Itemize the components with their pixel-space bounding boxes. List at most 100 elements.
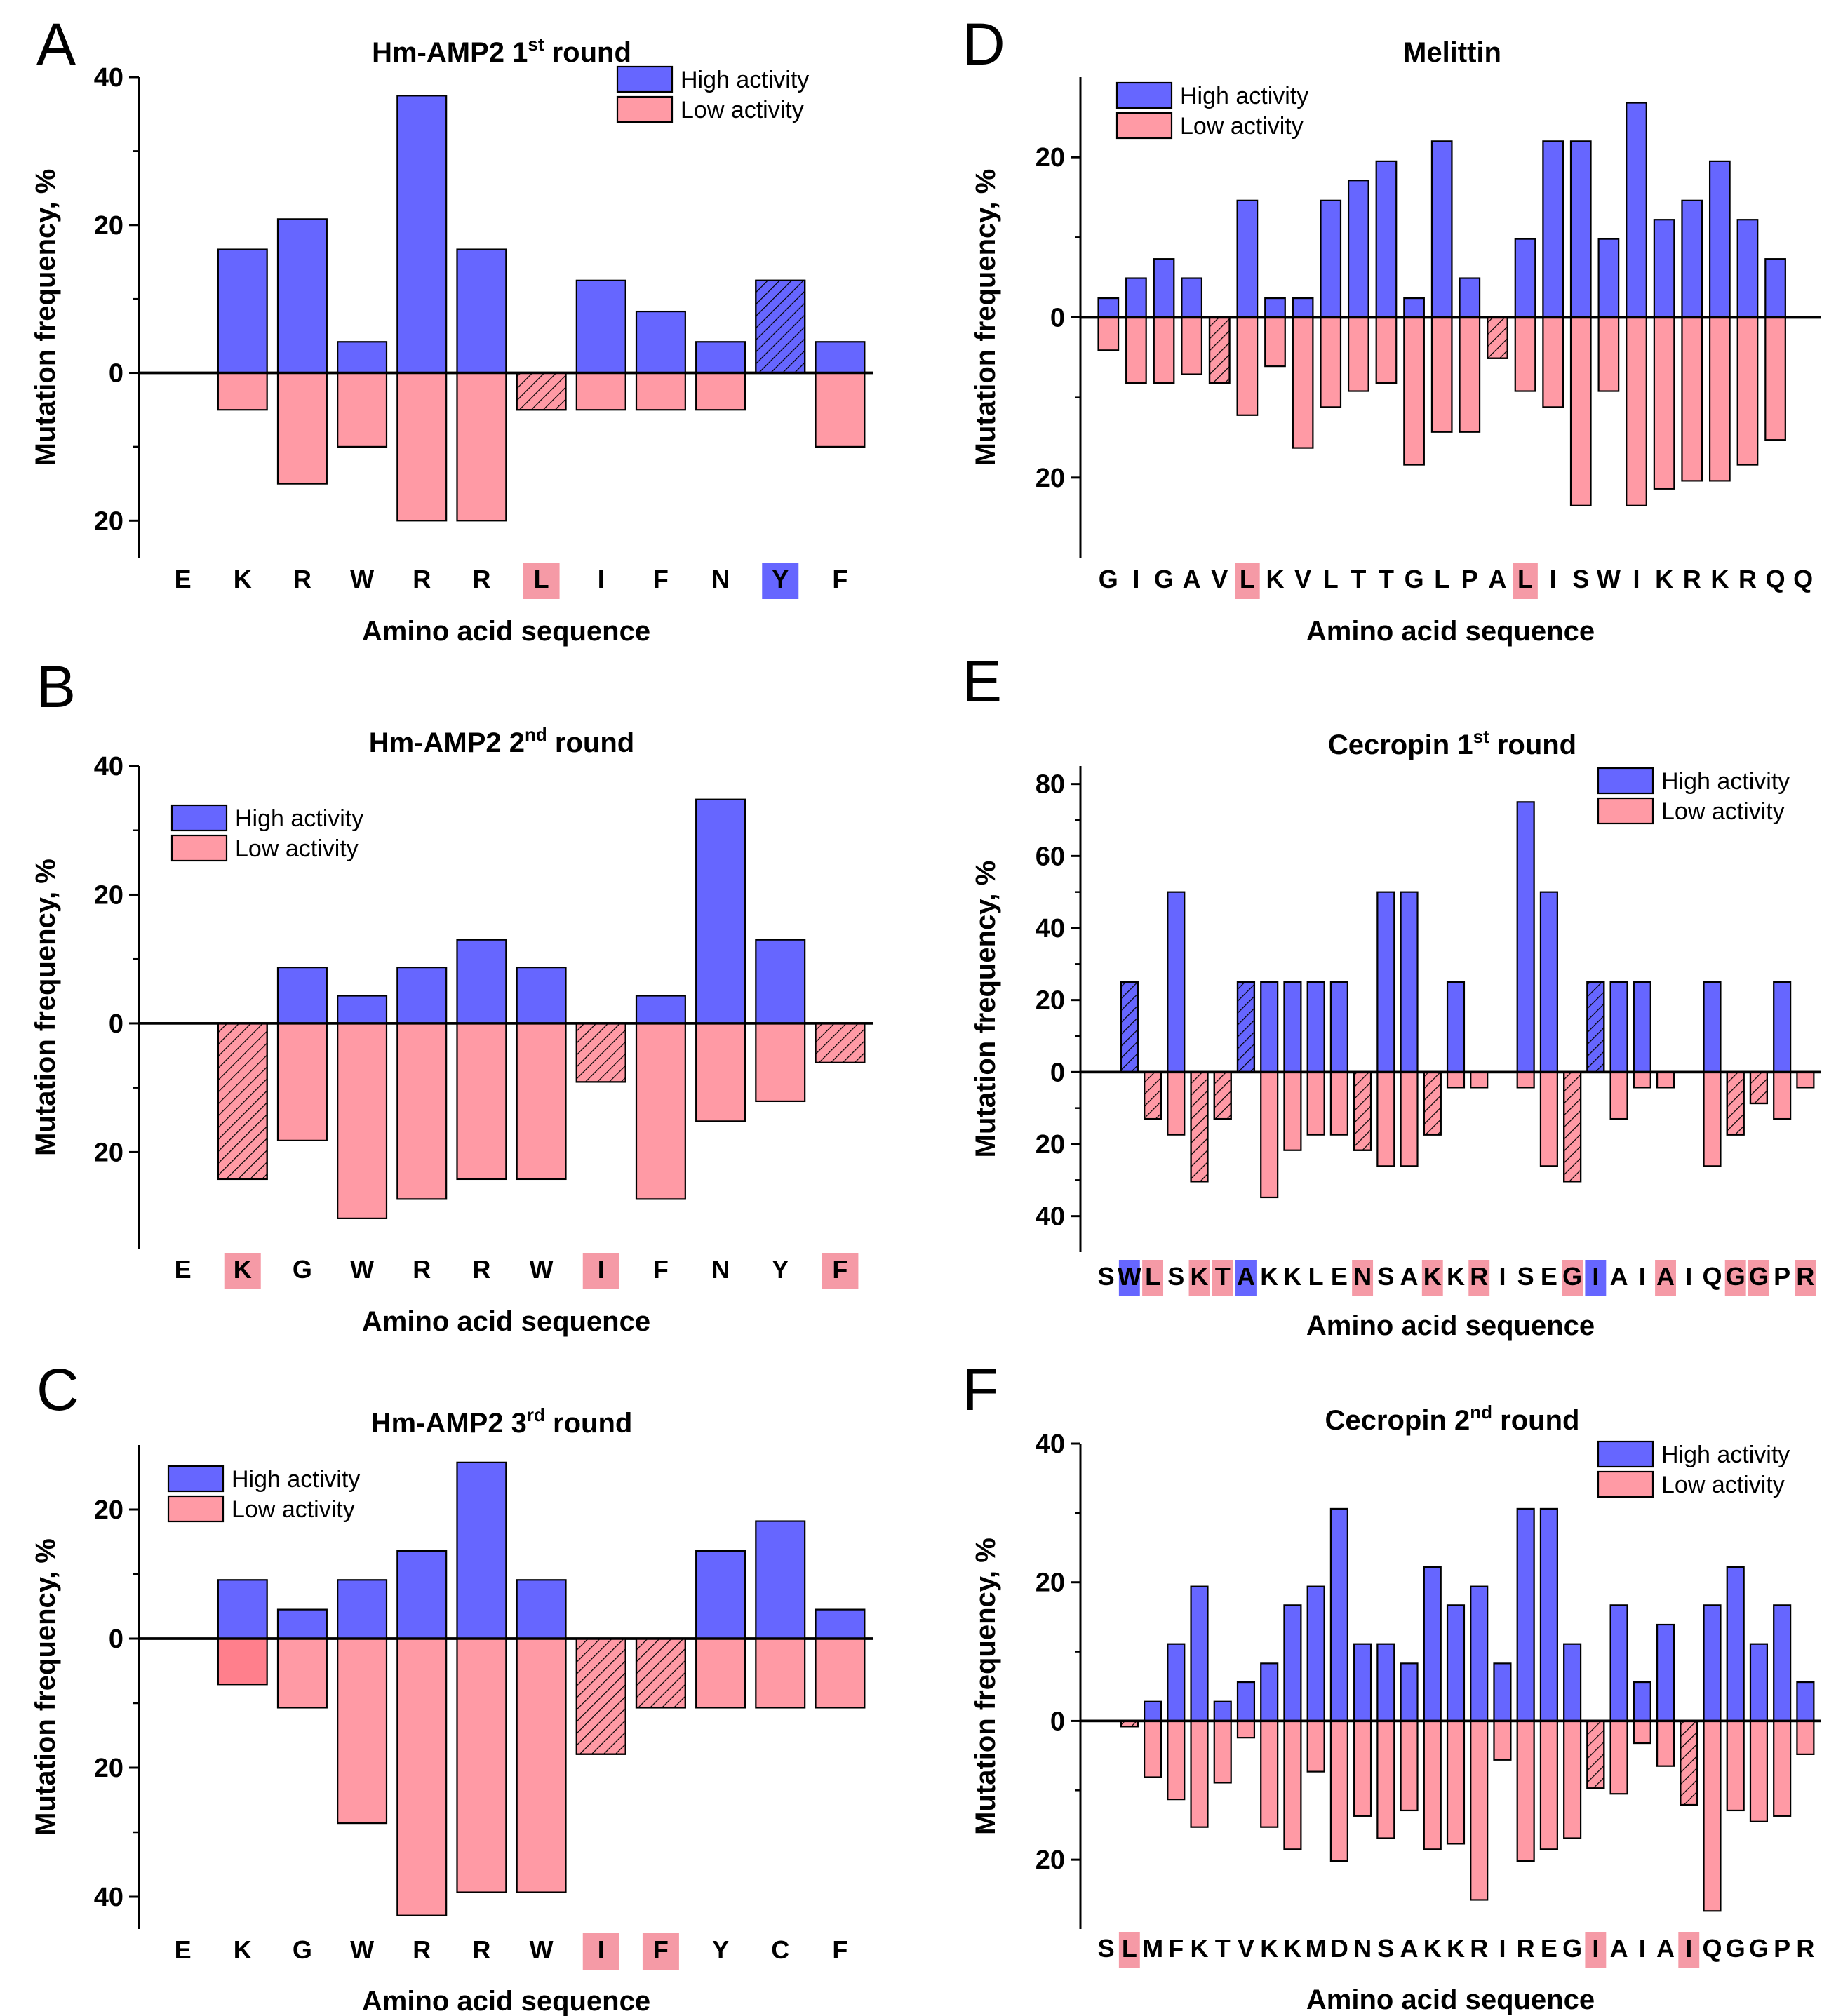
sequence-letter: I (1592, 1934, 1599, 1963)
sequence-letter: A (1488, 565, 1506, 593)
bar-low (1264, 316, 1286, 368)
y-tick-label: 0 (109, 1625, 123, 1654)
sequence-letter: L (1145, 1262, 1160, 1291)
bar-low (516, 1022, 567, 1181)
bar-low (1430, 316, 1453, 433)
bar-high (276, 967, 328, 1025)
bar-low (396, 372, 448, 522)
sequence-letter: K (234, 1935, 252, 1964)
bar-low (1470, 1071, 1489, 1089)
bar-low (1347, 316, 1369, 392)
bar-low (695, 1637, 746, 1709)
sequence-letter: K (234, 565, 252, 593)
bar-low (1726, 1720, 1745, 1812)
sequence-letter: A (1610, 1262, 1628, 1291)
bar-high (1376, 891, 1395, 1073)
legend-label-high: High activity (235, 805, 363, 832)
sequence-letter: W (1118, 1262, 1141, 1291)
sequence-highlight (1585, 1932, 1607, 1968)
sequence-letter: G (1726, 1934, 1745, 1963)
sequence-letter: I (1550, 565, 1557, 593)
bar-low (456, 372, 507, 522)
bar-high (1329, 1507, 1348, 1722)
bar-low-hatch (1208, 316, 1231, 384)
sequence-highlight (762, 563, 799, 599)
legend-swatch-low (1597, 797, 1654, 825)
sequence-highlight (822, 1253, 859, 1289)
sequence-letter: G (1562, 1934, 1582, 1963)
bar-high (1375, 160, 1398, 318)
bar-high (1539, 891, 1558, 1073)
bar-high (1703, 981, 1722, 1073)
bar-low (1764, 316, 1786, 441)
bar-low (456, 1637, 507, 1893)
sequence-letter: P (1774, 1934, 1790, 1963)
bar-high (276, 218, 328, 374)
sequence-letter: G (1726, 1262, 1745, 1291)
bar-low (1283, 1071, 1302, 1151)
legend-swatch-high (1597, 767, 1654, 795)
bar-high (1347, 180, 1369, 318)
sequence-letter: R (413, 1935, 431, 1964)
bar-low (1144, 1720, 1162, 1778)
bar-high (1609, 981, 1628, 1073)
bar-high (1260, 981, 1279, 1073)
bar-low (1446, 1720, 1466, 1845)
bar-low-hatch (575, 1637, 626, 1755)
sequence-highlight (1235, 563, 1260, 599)
bar-high (1236, 199, 1259, 318)
bar-low (1609, 1071, 1628, 1120)
sequence-letter: R (413, 565, 431, 593)
bar-high (1125, 277, 1147, 318)
sequence-letter: N (711, 565, 730, 593)
sequence-letter: G (1749, 1934, 1769, 1963)
sequence-letter: A (1183, 565, 1201, 593)
sequence-letter: R (293, 565, 311, 593)
bar-low (337, 1022, 388, 1219)
bar-low (1569, 316, 1592, 506)
bar-low (1292, 316, 1314, 449)
bar-low (1260, 1720, 1279, 1828)
bar-high (1260, 1662, 1279, 1722)
bar-high (1609, 1604, 1628, 1722)
sequence-highlight (1678, 1932, 1700, 1968)
sequence-letter: W (530, 1935, 554, 1964)
bar-high (1736, 219, 1759, 318)
sequence-letter: S (1377, 1262, 1394, 1291)
sequence-highlight (582, 1253, 619, 1289)
bar-low (1236, 316, 1259, 416)
sequence-letter: K (1447, 1262, 1465, 1291)
bar-high (1400, 1662, 1419, 1722)
sequence-highlight (1212, 1260, 1233, 1296)
bar-high (396, 967, 448, 1025)
bar-low (456, 1022, 507, 1181)
bar-low (1516, 1071, 1535, 1089)
chart-title: Cecropin 2nd round (1325, 1402, 1580, 1436)
bar-high (815, 341, 866, 374)
bar-high (575, 279, 626, 374)
legend-swatch-high (1597, 1440, 1654, 1468)
sequence-letter: K (1191, 1934, 1209, 1963)
sequence-letter: F (832, 1935, 847, 1964)
legend-label-low: Low activity (232, 1496, 355, 1523)
sequence-letter: I (598, 1255, 605, 1284)
sequence-highlight (1748, 1260, 1769, 1296)
legend-label-low: Low activity (235, 835, 359, 862)
legend-swatch-low (1597, 1470, 1654, 1498)
sequence-highlight (1513, 563, 1538, 599)
sequence-letter: T (1379, 565, 1394, 593)
sequence-letter: L (534, 565, 549, 593)
bar-low (1376, 1071, 1395, 1167)
bar-high (396, 95, 448, 374)
legend-label-high: High activity (1180, 83, 1308, 109)
sequence-letter: A (1237, 1262, 1255, 1291)
sequence-letter: L (1240, 565, 1255, 593)
bar-low (1542, 316, 1564, 408)
sequence-letter: L (1122, 1934, 1137, 1963)
bar-low (695, 1022, 746, 1122)
bar-low-hatch (1190, 1071, 1209, 1183)
bar-high (695, 798, 746, 1025)
sequence-letter: R (472, 1255, 490, 1284)
bar-low-hatch (1487, 316, 1508, 359)
